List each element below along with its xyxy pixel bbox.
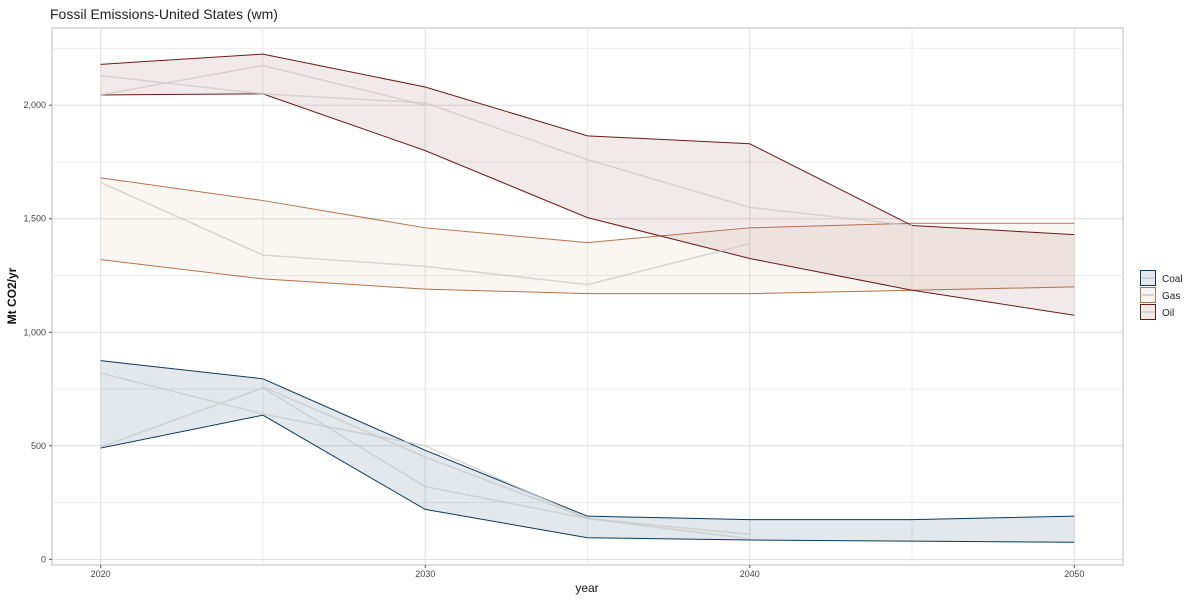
legend: Coal Gas Oil (1140, 270, 1183, 320)
x-axis: 2020 2030 2040 2050 (91, 565, 1084, 579)
model-lines (100, 64, 913, 540)
oil-band (100, 54, 1075, 316)
coal-lower-line (100, 414, 1075, 543)
y-tick-label: 500 (31, 441, 46, 451)
x-tick-label: 2030 (415, 569, 435, 579)
gas-upper-line (100, 177, 1075, 244)
gas-legend-label: Gas (1162, 291, 1180, 302)
x-tick-label: 2040 (740, 569, 760, 579)
coal-model-line (100, 372, 750, 536)
y-tick-label: 1,000 (23, 327, 46, 337)
y-tick-label: 2,000 (23, 100, 46, 110)
coal-legend-label: Coal (1162, 274, 1183, 285)
y-tick-label: 0 (41, 554, 46, 564)
coal-upper-line (100, 360, 1075, 521)
coal-model-line (262, 386, 588, 520)
coal-band (100, 360, 1075, 543)
grid (52, 28, 1123, 565)
y-axis-title: Mt CO2/yr (5, 267, 19, 324)
oil-legend-label: Oil (1162, 308, 1174, 319)
oil-model-line (100, 64, 426, 106)
x-axis-title: year (575, 581, 598, 595)
gas-model-line (100, 181, 750, 286)
gas-band (100, 177, 1075, 294)
oil-model-line (100, 74, 913, 227)
coal-model-line (100, 387, 750, 540)
x-tick-label: 2050 (1064, 569, 1084, 579)
chart-title: Fossil Emissions-United States (wm) (50, 6, 278, 22)
x-tick-label: 2020 (91, 569, 111, 579)
y-tick-label: 1,500 (23, 214, 46, 224)
y-axis: 0 500 1,000 1,500 2,000 (23, 100, 52, 564)
